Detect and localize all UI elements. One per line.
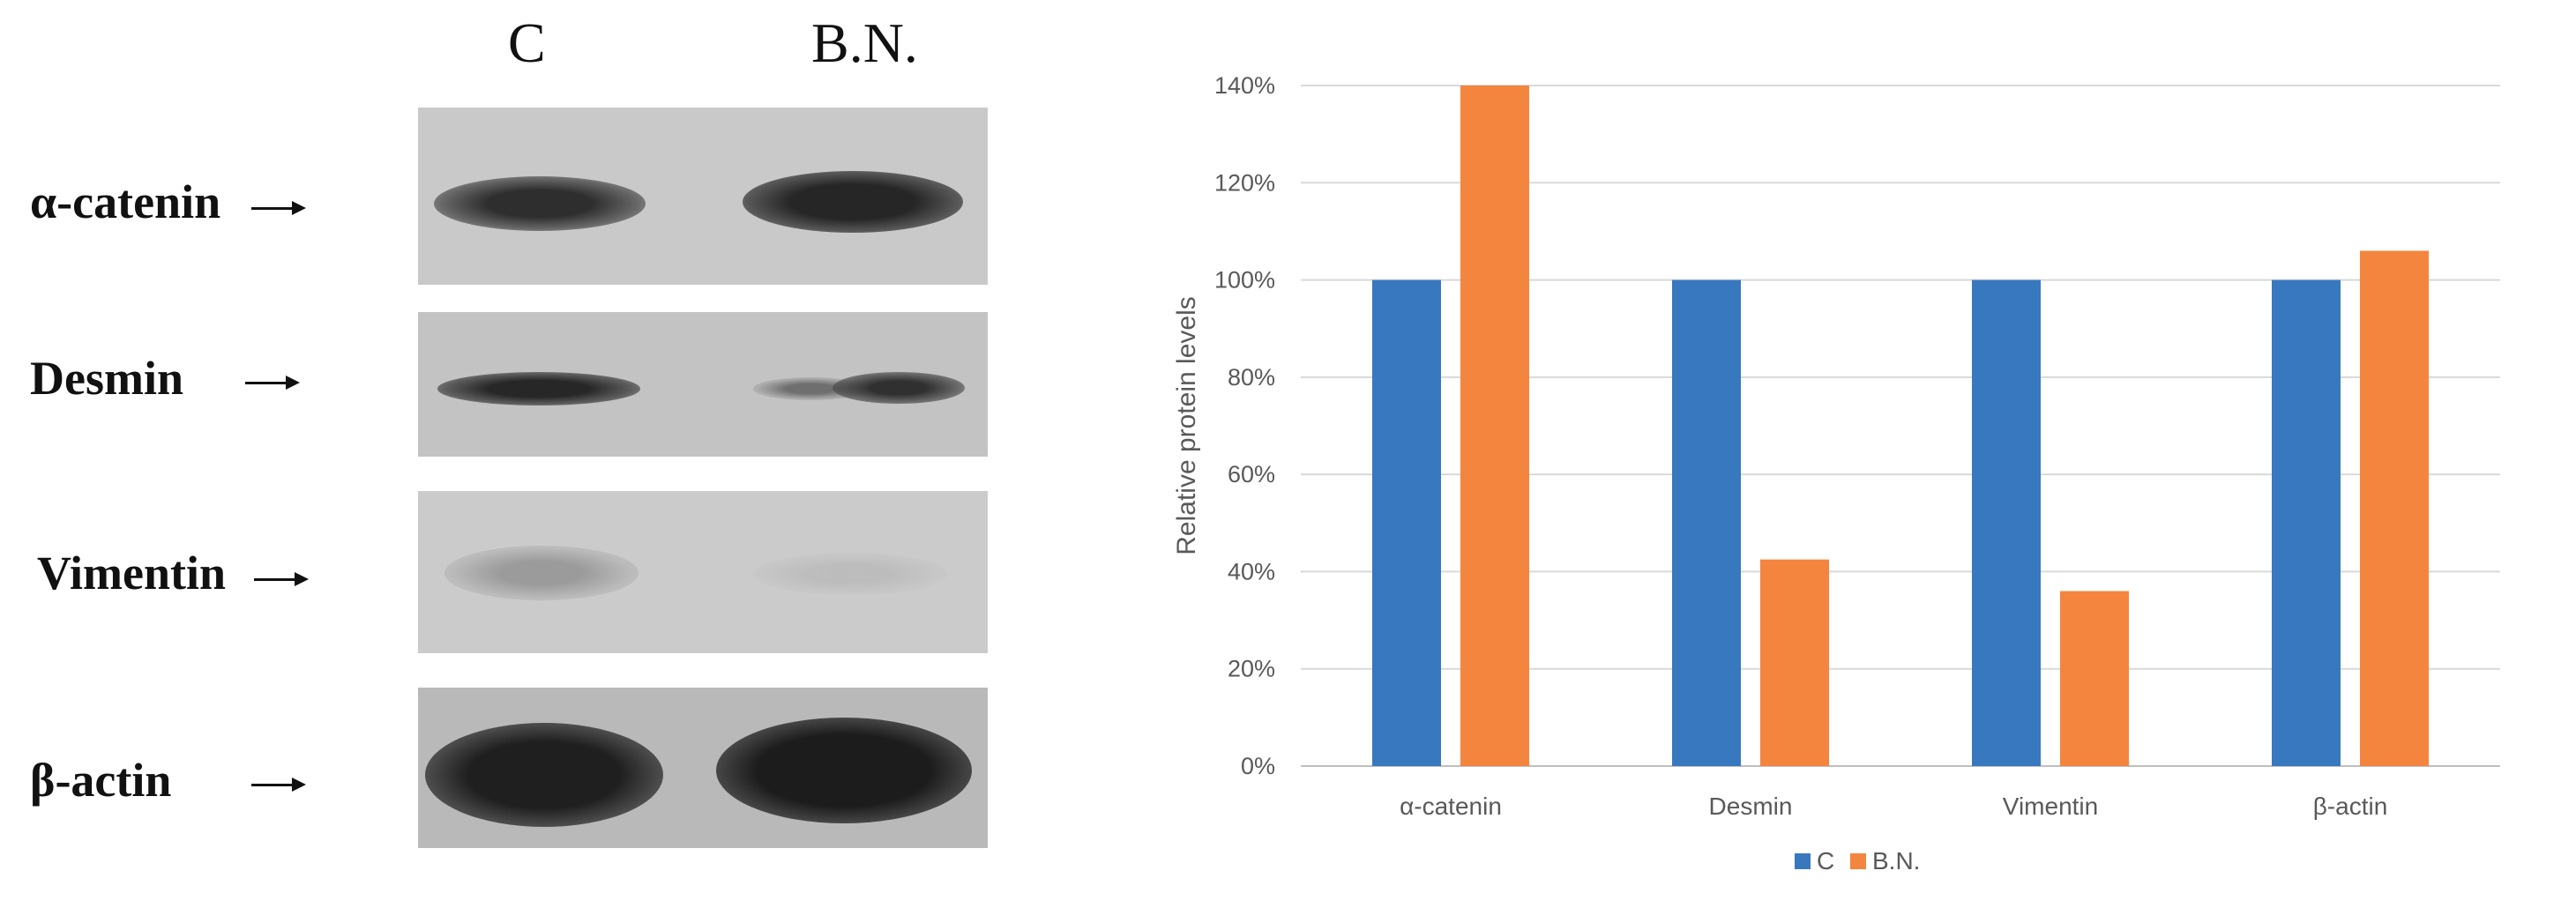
protein-label: β-actin bbox=[30, 754, 172, 807]
x-tick-label: α-catenin bbox=[1400, 793, 1502, 820]
band-lane-bn bbox=[753, 553, 947, 595]
y-tick-label: 80% bbox=[1228, 364, 1275, 391]
bar-c bbox=[1972, 279, 2041, 767]
band-lane-c bbox=[437, 372, 640, 406]
y-tick-label: 20% bbox=[1228, 656, 1275, 682]
bar-bn bbox=[2360, 250, 2429, 766]
band-lane-bn bbox=[716, 718, 972, 823]
bar-c bbox=[1672, 279, 1741, 767]
y-tick-label: 120% bbox=[1214, 169, 1275, 196]
bar-chart: 0% 20% 40% 60% 80% 100% 120% 140% Relative prote… bbox=[1172, 72, 2500, 875]
blot-row-desmin: Desmin bbox=[0, 310, 997, 460]
bar-bn bbox=[1460, 86, 1529, 766]
bar-c bbox=[2272, 279, 2341, 767]
gel-strip bbox=[418, 108, 988, 285]
bar-bn bbox=[2060, 591, 2129, 766]
x-tick-label: Vimentin bbox=[2003, 793, 2098, 820]
gel-strip bbox=[418, 491, 988, 653]
legend-swatch bbox=[1795, 853, 1811, 869]
band-lane-c bbox=[444, 546, 638, 600]
protein-label: Vimentin bbox=[37, 547, 226, 599]
lane-label-bn: B.N. bbox=[811, 11, 918, 74]
arrow-icon bbox=[254, 570, 309, 588]
legend-label: C bbox=[1817, 847, 1834, 875]
bar-c bbox=[1372, 279, 1441, 767]
y-tick-label: 40% bbox=[1228, 558, 1275, 584]
gel-strip bbox=[418, 688, 988, 848]
x-tick-label: Desmin bbox=[1709, 793, 1793, 820]
arrow-icon bbox=[245, 374, 300, 391]
x-tick-label: β-actin bbox=[2313, 793, 2388, 820]
blot-row-vimentin: Vimentin bbox=[0, 489, 997, 657]
protein-label: α-catenin bbox=[30, 175, 221, 228]
y-axis-label: Relative protein levels bbox=[1172, 296, 1201, 554]
arrow-icon bbox=[251, 199, 306, 217]
band-lane-c bbox=[434, 176, 646, 231]
protein-label: Desmin bbox=[30, 352, 183, 405]
legend-label: B.N. bbox=[1872, 847, 1920, 875]
gel-strip bbox=[418, 312, 988, 457]
lane-label-c: C bbox=[508, 11, 546, 74]
blot-row-beta-actin: β-actin bbox=[0, 686, 997, 850]
legend-swatch bbox=[1850, 853, 1866, 869]
band-lane-bn bbox=[743, 171, 963, 233]
band-lane-c bbox=[425, 723, 663, 827]
y-tick-label: 0% bbox=[1241, 753, 1275, 779]
y-tick-label: 140% bbox=[1214, 72, 1275, 99]
y-tick-label: 60% bbox=[1228, 461, 1275, 487]
blot-row-alpha-catenin: α-catenin bbox=[0, 106, 997, 287]
y-tick-label: 100% bbox=[1214, 267, 1275, 294]
arrow-icon bbox=[251, 776, 306, 793]
bar-bn bbox=[1760, 559, 1829, 766]
band-lane-bn bbox=[833, 372, 965, 404]
